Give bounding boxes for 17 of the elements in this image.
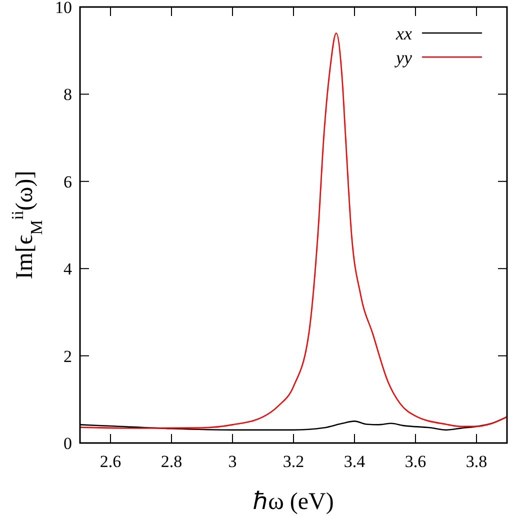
y-tick-label: 2 (64, 346, 72, 366)
y-tick-label: 0 (64, 434, 72, 453)
legend-label: yy (394, 47, 412, 68)
x-tick-label: 3.4 (344, 452, 366, 471)
x-tick-label: 3 (228, 452, 237, 471)
y-tick-label: 4 (64, 260, 72, 279)
legend-label: xx (395, 23, 412, 44)
line-series (79, 32, 508, 429)
x-tick-label: 3.8 (466, 452, 488, 471)
y-tick-label: 10 (55, 0, 72, 17)
y-tick-label: 6 (64, 172, 72, 192)
x-axis-title: ℏω (eV) (253, 489, 334, 515)
x-tick-label: 3.6 (404, 452, 426, 471)
x-tick-label: 3.2 (282, 452, 304, 471)
x-tick-label: 2.8 (160, 452, 182, 471)
y-tick-label: 8 (64, 85, 72, 104)
x-tick-label: 2.6 (100, 452, 122, 471)
